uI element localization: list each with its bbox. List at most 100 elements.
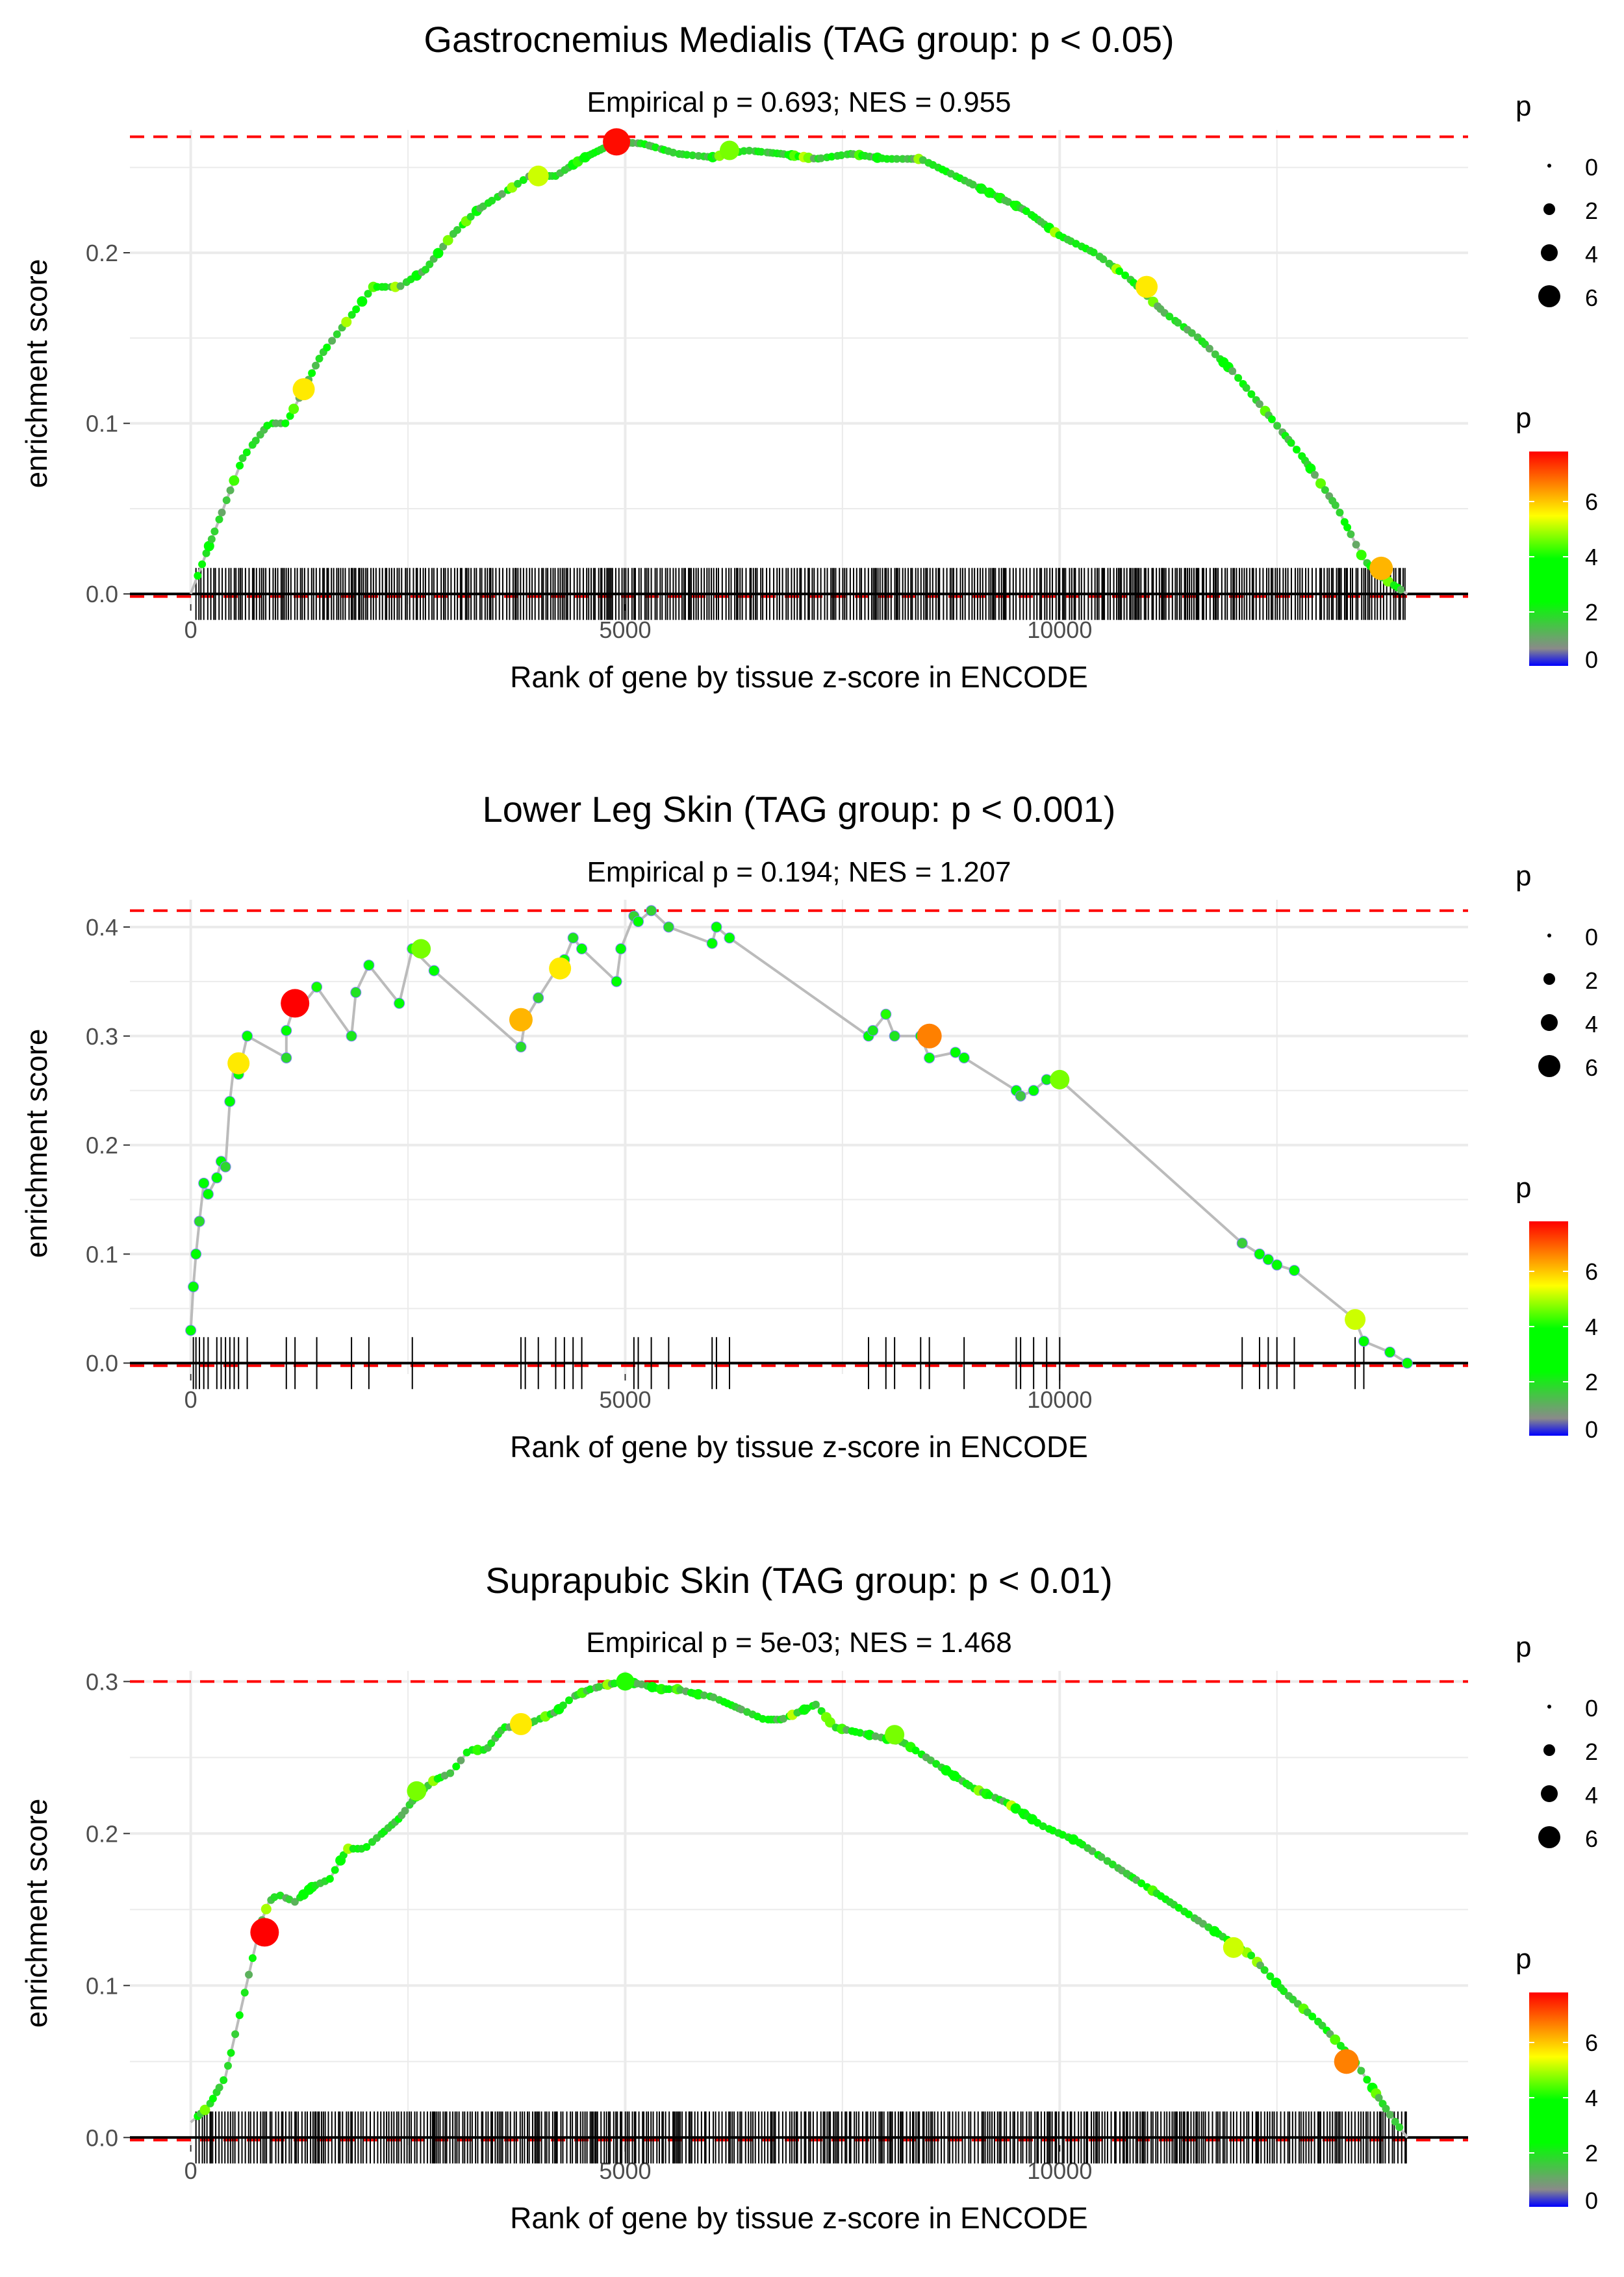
gene-point [235,2011,244,2019]
gene-point-highlight [603,128,631,156]
gene-point [1165,312,1174,321]
size-legend-label: 0 [1585,924,1598,950]
gene-point [348,311,356,319]
gene-point [198,560,207,568]
y-tick-label: 0.2 [86,1820,118,1847]
gene-point [422,266,430,274]
panel-2-plot: 0.0 0.1 0.2 0.3 0.4 0 5000 10000 [86,900,1468,1413]
gene-point [439,242,448,251]
size-legend-dot [1541,1785,1558,1802]
gene-point [633,916,644,928]
panel-2-title: Lower Leg Skin (TAG group: p < 0.001) [483,789,1116,830]
gene-point [428,965,440,976]
colorbar [1529,1221,1568,1436]
size-legend-dot [1543,203,1555,215]
panel-3-size-legend-title: p [1516,1631,1531,1663]
y-tick-label: 0.4 [86,914,118,941]
gene-point [1242,384,1250,392]
gene-point [281,1052,292,1063]
gene-point [1262,1254,1274,1266]
gene-point [312,361,320,370]
gene-point [325,1875,334,1883]
colorbar-label: 0 [1585,646,1598,673]
gene-point [222,496,231,504]
panel-3-color-legend: p 6 4 2 0 [1516,1943,1598,2214]
panel-2-size-legend-title: p [1516,860,1531,892]
gene-point [1308,2012,1317,2020]
y-tick-label: 0.3 [86,1023,118,1050]
size-legend-dot [1538,1826,1560,1848]
gene-point [281,419,290,427]
colorbar-label: 2 [1585,1369,1598,1395]
gene-point [880,1008,892,1020]
gene-point [1266,1972,1275,1981]
size-legend-dot [1541,1014,1558,1031]
gene-point [1247,1952,1256,1960]
gene-point [780,1714,788,1723]
gene-point [828,153,836,161]
colorbar-label: 6 [1585,1258,1598,1285]
gene-point [1205,344,1213,353]
gene-point [665,1685,673,1694]
gene-point [352,305,361,314]
colorbar-label: 4 [1585,2085,1598,2111]
panel-3: Suprapubic Skin (TAG group: p < 0.01) Em… [19,1560,1598,2235]
size-legend-dot [1547,1705,1551,1709]
gene-point [1015,1090,1026,1102]
x-tick-label: 0 [184,617,197,643]
gene-point [745,146,754,155]
gene-point [498,190,506,198]
gene-point [245,1970,253,1979]
y-tick-label: 0.1 [86,1972,118,1999]
gene-point [251,437,260,445]
enrichment-score-line [189,909,1408,1364]
panel-2-size-legend: p 0 2 4 6 [1516,860,1598,1081]
gene-point-highlight [281,989,310,1018]
gene-point [363,960,375,971]
gene-point [190,1248,202,1260]
gene-point [1382,2104,1390,2113]
colorbar-label: 4 [1585,544,1598,570]
gene-point [1211,350,1219,359]
gene-point [248,1954,257,1963]
gene-point [513,179,522,188]
gene-point [242,448,251,457]
gene-point [466,212,475,221]
gene-point [202,549,210,557]
gene-point [1184,1910,1193,1918]
gene-point [1330,2034,1341,2045]
panel-1: Gastrocnemius Medialis (TAG group: p < 0… [19,19,1598,694]
gene-point [1336,509,1344,517]
y-tick-label: 0.1 [86,411,118,437]
gene-point [1187,329,1196,337]
gene-point-highlight [917,1023,942,1049]
gene-point [401,1807,409,1815]
gene-point [1347,530,1355,539]
gene-point [1287,439,1295,447]
gene-point [433,248,444,259]
gene-point [811,1700,820,1709]
gene-point [837,151,846,159]
x-tick-label: 0 [184,2157,197,2184]
gene-point [1357,2067,1365,2075]
gene-point [227,2048,235,2057]
gene-point [333,330,341,338]
gene-point [1321,486,1329,494]
gene-point [452,1762,461,1771]
gene-point [1395,2123,1404,2131]
gene-point [346,1030,357,1042]
gene-point [1108,1860,1117,1868]
gene-point [215,2083,223,2092]
gene-point [1228,367,1237,375]
gene-point [1273,422,1282,430]
gene-point [1236,1238,1248,1249]
gene-point [364,290,372,298]
gene-point [1363,2076,1371,2084]
gene-point [323,343,331,351]
gene-point [1375,2094,1383,2102]
panel-1-size-legend-title: p [1516,90,1531,122]
panel-3-color-legend-title: p [1516,1943,1531,1975]
gene-point [209,2094,217,2103]
gene-point [472,1744,483,1755]
